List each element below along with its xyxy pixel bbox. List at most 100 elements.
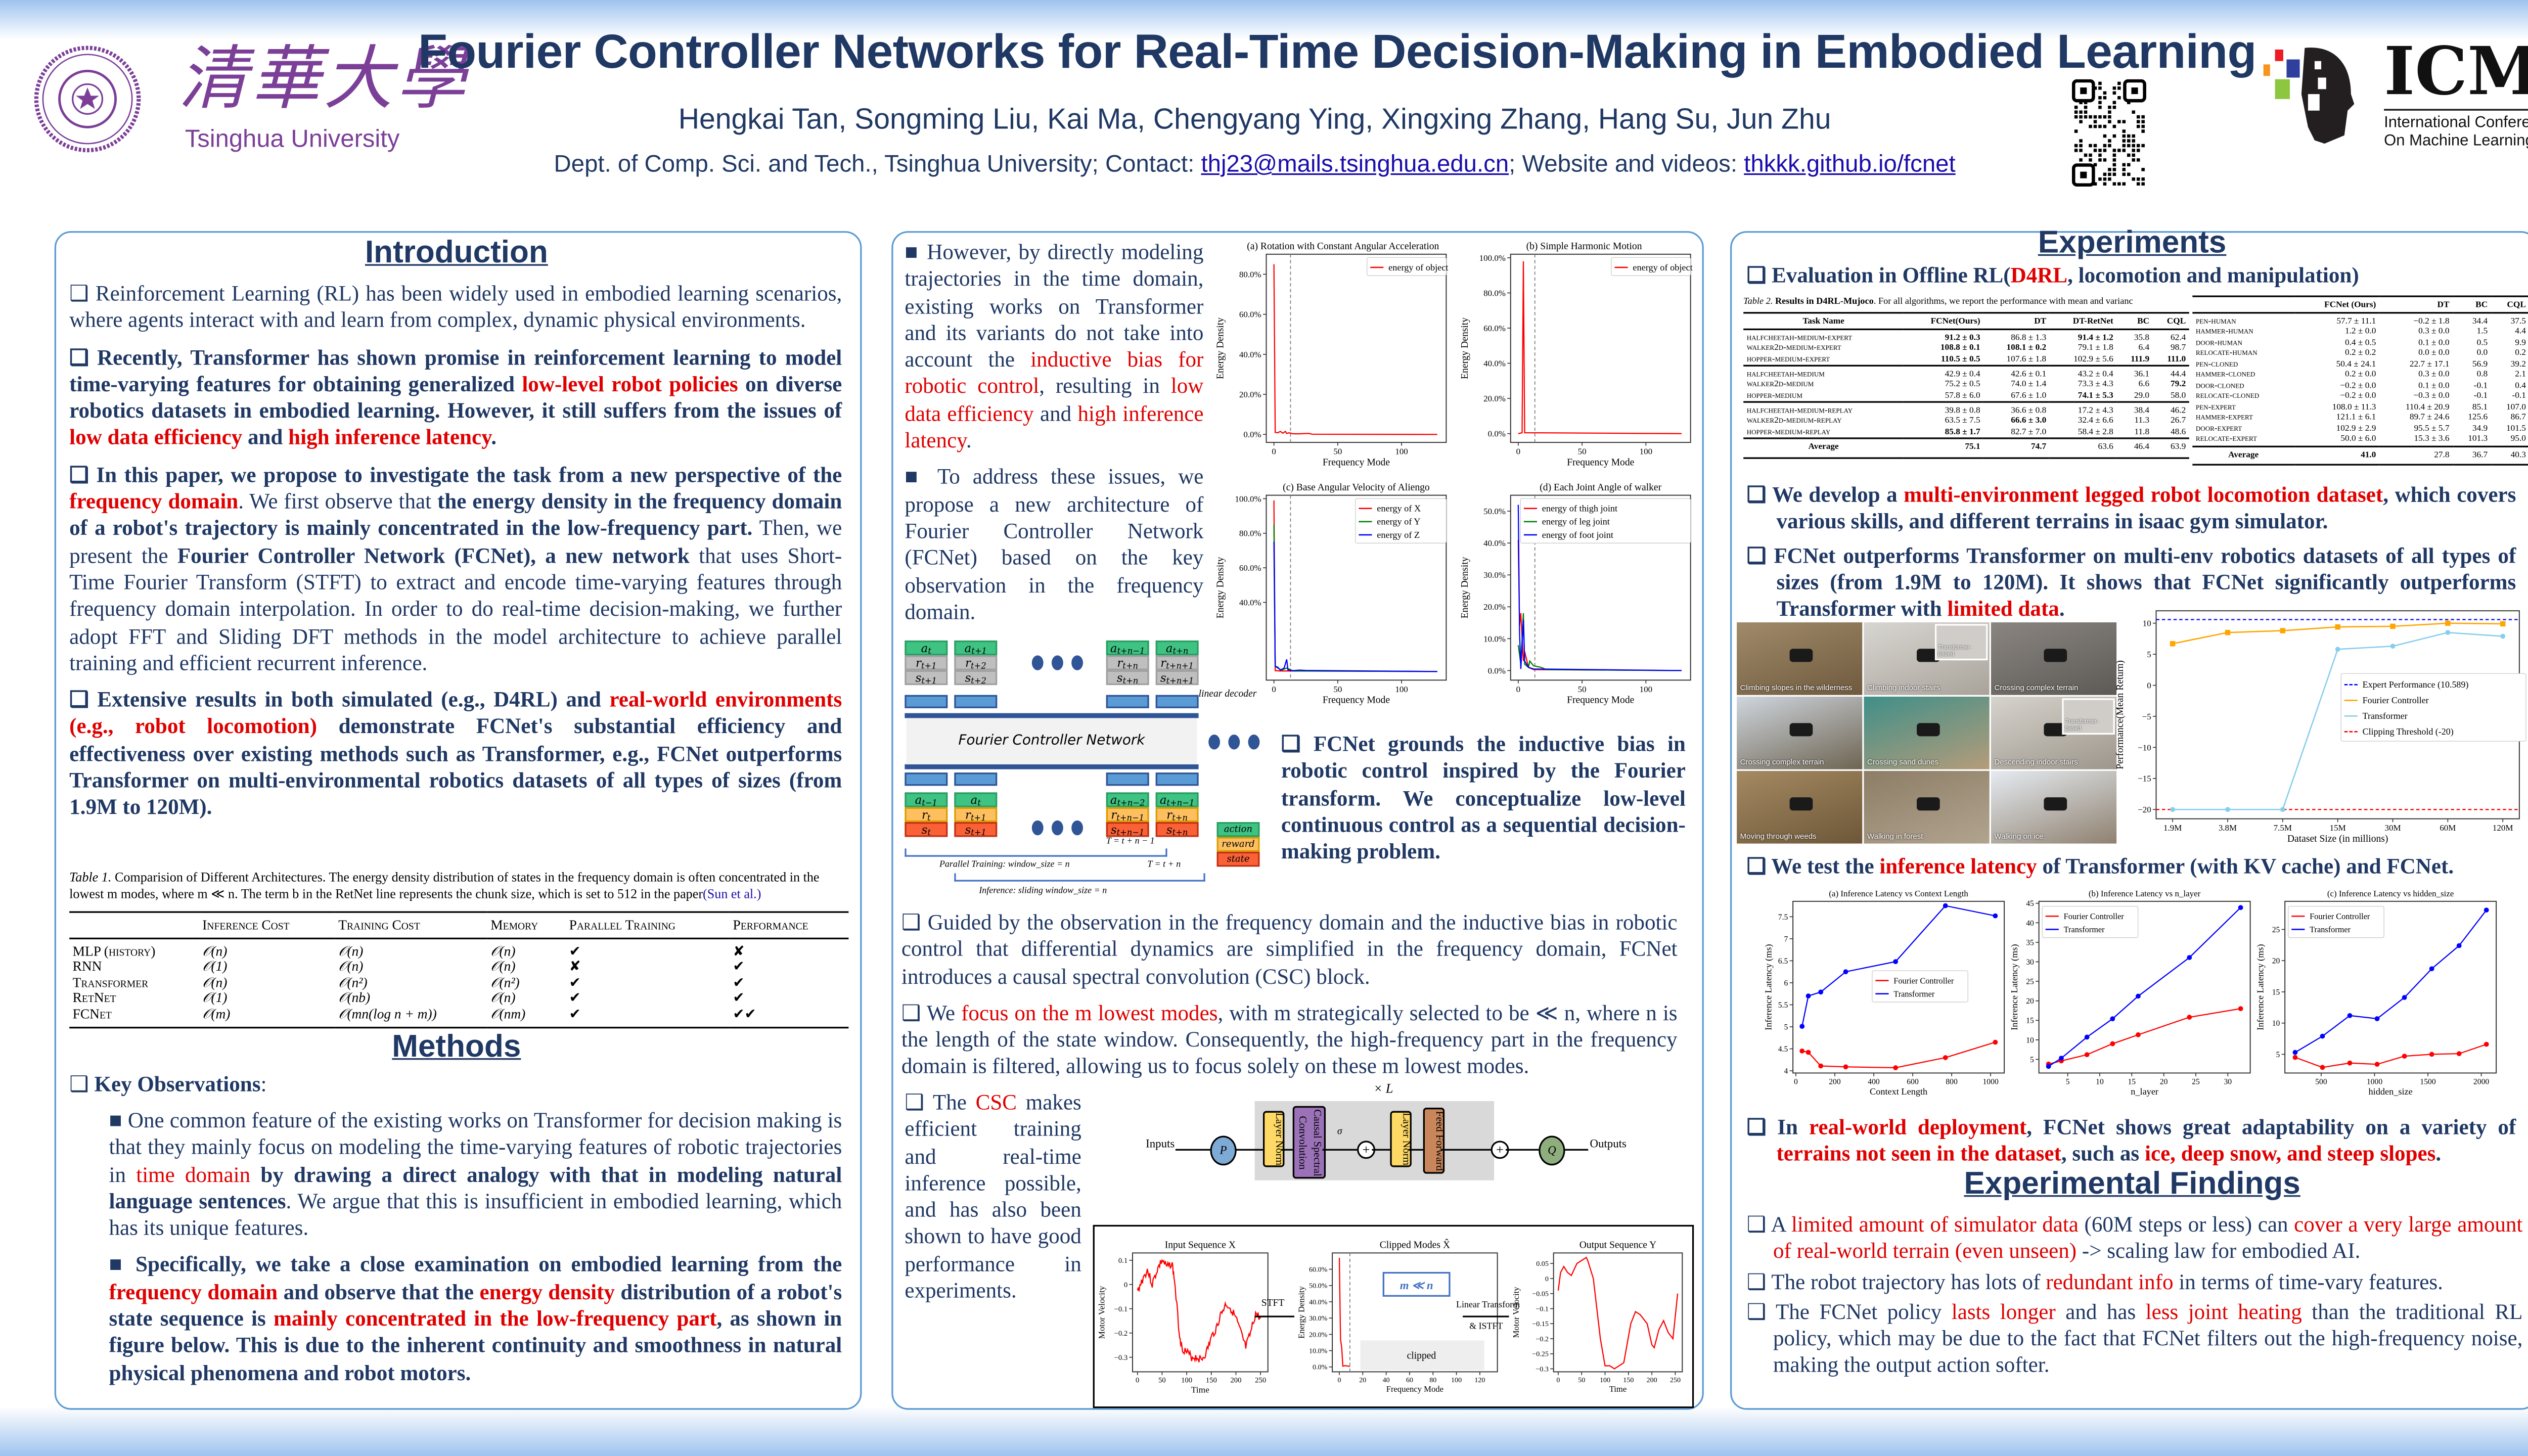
x-tick-label: 1000 [2367,1078,2382,1086]
column-header: Training Cost [335,912,487,939]
table2-caption: Table 2. Results in D4RL-Mujoco. For all… [1743,294,2197,310]
energy-density-chart-b: (b) Simple Harmonic Motion 0.0% 20.0% 40.0%… [1460,241,1693,468]
table-row: door-cloned −0.2 ± 0.0 0.1 ± 0.0 -0.1 0.4 [2192,381,2528,391]
token: rt+1 [905,655,948,672]
ellipsis-dot [1228,735,1240,750]
table-cell: 𝒪(n) [338,944,364,960]
table-cell: hammer-cloned [2195,370,2255,380]
token-subscript: t+n−1 [1117,647,1145,657]
text-segment: ❑ Evaluation in Offline RL( [1746,262,2011,288]
robot-dog-figure [1789,649,1813,662]
text-segment: . We first observe that [238,488,437,514]
data-point [2280,807,2285,812]
data-point [2084,1034,2090,1040]
token: rt+n [1155,807,1199,824]
token-symbol: r [922,808,928,823]
table-row: halfcheetah-medium-expert 91.2 ± 0.3 86.8 … [1743,329,2189,343]
email-link[interactable]: thj23@mails.tsinghua.edu.cn [1201,152,1509,178]
data-point [2429,966,2434,972]
x-tick-label: 500 [2315,1078,2327,1086]
qr-finder [2123,79,2146,103]
csc-architecture-diagram: × L Inputs Outputs P Q Layer Norm Causal Spect… [1090,1081,1697,1408]
table-cell: relocate-human [2195,348,2258,358]
y-tick-label: 40.0% [1483,538,1506,548]
table-cell: 34.9 [2472,423,2488,434]
data-point [2374,1016,2380,1021]
y-tick-label: −0.2 [1114,1330,1128,1338]
text-segment: ■ However, by directly modeling trajecto… [905,239,1204,372]
layer-norm-1: Layer Norm [1262,1111,1285,1167]
table2-label: Table 2. [1743,297,1773,307]
data-point [2046,1064,2051,1069]
y-tick-label: −0.25 [1532,1350,1548,1358]
network-top-bar [905,713,1199,717]
column-header: FCNet(Ours) [1904,312,1984,331]
table-cell: 63.9 [2152,437,2189,458]
y-tick-label: 60.0% [1239,563,1261,573]
table-row: Transformer 𝒪(n) 𝒪(n²) 𝒪(n²) ✔ ✔ [69,975,848,991]
middle-text-top: ■ However, by directly modeling trajecto… [905,239,1203,626]
series-line [1338,1258,1350,1367]
data-point [2110,1041,2115,1046]
robot-dog-figure [2044,797,2067,811]
table-cell: 0.3 ± 0.0 [2418,370,2450,380]
token-subscript: t+2 [971,676,986,687]
table-cell: 44.4 [2152,365,2189,380]
table-cell: RNN [72,960,102,975]
x-tick-label: 50 [1578,1376,1585,1384]
linear-transform-label: Linear Transform [1456,1301,1520,1311]
embedding-block [1155,772,1199,786]
y-axis-label: Energy Density [1215,317,1226,379]
table-cell: 58.4 ± 2.8 [2078,427,2113,437]
arrow [1235,1149,1263,1151]
ellipsis-dot [1031,820,1044,836]
parallel-training-label: Parallel Training: window_size = n [939,860,1070,870]
text-segment: low-level robot policies [522,371,738,396]
chart-title: (a) Rotation with Constant Angular Accel… [1247,241,1439,252]
table-cell: door-human [2195,337,2242,348]
chart-title: (d) Each Joint Angle of walker [1540,482,1661,493]
right-panel [1730,231,2528,1410]
table1-caption: Table 1. Comparision of Different Archit… [69,870,855,903]
text-segment: , with m strategically selected to be ≪ … [901,1000,1678,1079]
table-row: RetNet 𝒪(1) 𝒪(nb) 𝒪(n) ✔ ✔ [69,991,848,1007]
y-tick-label: −0.05 [1532,1290,1548,1298]
x-tick-label: 40 [1383,1376,1390,1384]
table-cell: hammer-human [2195,327,2253,337]
token: at+n−1 [1106,640,1149,657]
table-cell: ✔✔ [733,1006,756,1021]
data-point [2374,1062,2380,1067]
table2-caption-bold: Results in D4RL-Mujoco [1775,297,1874,307]
token-subscript: t [927,813,931,824]
text-segment: -> scaling law for embodied AI. [2076,1238,2361,1263]
column-header: CQL [2491,296,2528,314]
data-point [1993,1039,1998,1045]
qr-code[interactable] [2071,79,2148,190]
table-cell: ✔ [733,975,745,990]
citation-link[interactable]: (Sun et al.) [703,886,761,901]
table1-label: Table 1. [69,870,112,885]
y-tick-label: 0.0% [1313,1363,1328,1372]
text-segment: ❑ We test the [1746,853,1880,879]
causal-spectral-convolution: Causal Spectral Convolution [1292,1106,1326,1179]
table-cell: halfcheetah-medium [1743,365,1904,380]
legend [1611,257,1691,276]
x-tick-label: 200 [1829,1078,1841,1086]
x-tick-label: 50 [1333,447,1342,457]
table-cell: 32.4 ± 6.6 [2078,416,2113,426]
x-tick-label: 25 [2192,1078,2200,1086]
website-link[interactable]: thkkk.github.io/fcnet [1744,152,1956,178]
x-tick-label: 0 [1337,1376,1341,1384]
y-tick-label: 0 [1545,1275,1549,1283]
table-cell: 79.1 ± 1.8 [2078,343,2113,353]
x-tick-label: 100 [1600,1376,1610,1384]
text-segment: by drawing a direct analogy with that in… [109,1161,842,1213]
x-tick-label: 1.9M [2163,823,2182,833]
observation-item: ■ Specifically, we take a close examinat… [109,1252,842,1387]
table-cell: halfcheetah-medium-replay [1743,401,1904,416]
ellipsis-dot [1031,655,1044,670]
x-tick-label: 0 [1136,1377,1139,1385]
text-segment: limited data [1947,596,2059,621]
clipped-label: clipped [1407,1350,1436,1361]
affiliation: Dept. of Comp. Sci. and Tech., Tsinghua … [413,152,2097,178]
